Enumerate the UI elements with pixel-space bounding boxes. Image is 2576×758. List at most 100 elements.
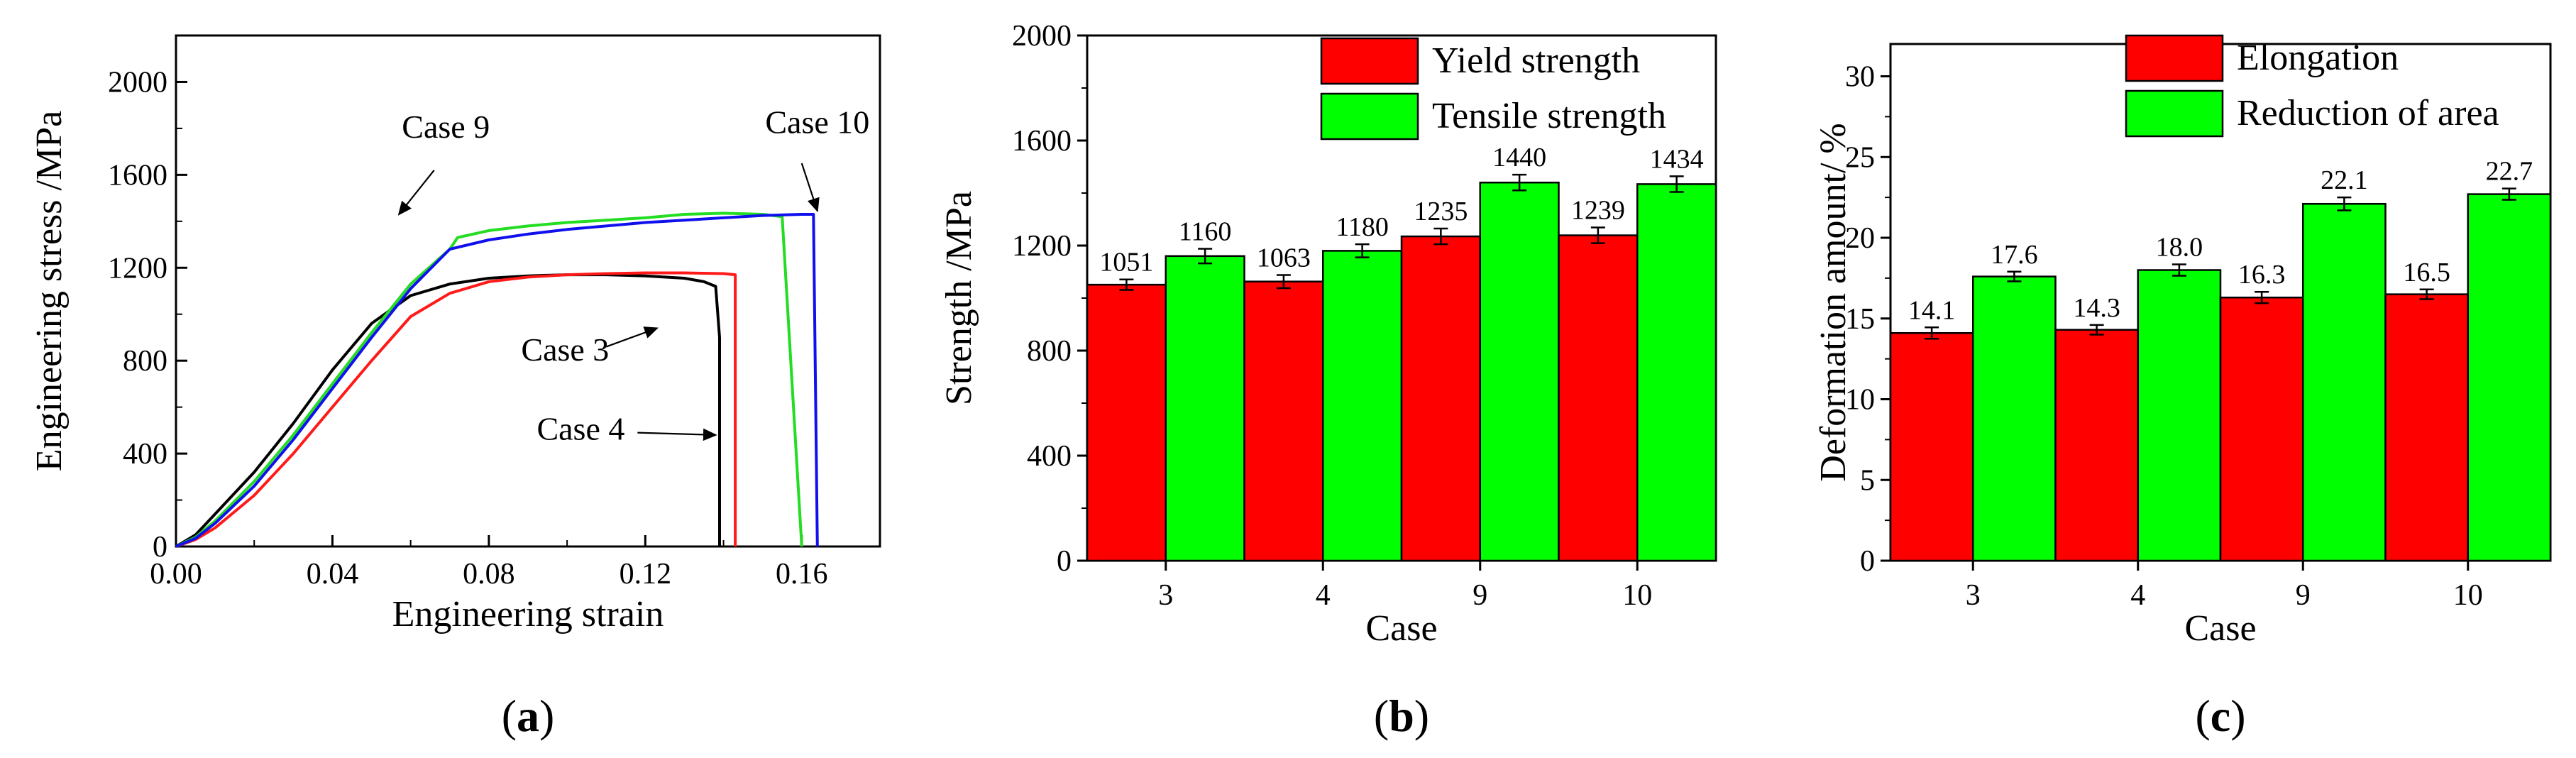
data-label: 1235 [1414,197,1468,226]
data-label: 16.5 [2403,258,2450,287]
y-tick-label: 5 [1860,464,1875,497]
data-label: 1180 [1336,212,1389,242]
series-line-case-9 [175,212,803,548]
panel-label-part: ) [2230,691,2245,741]
panel-label-part: ( [1374,691,1389,741]
panel-a-stress-strain-chart: 0 400 800 1200 1600 2000 0.00 0.04 0.08 0.12 0.16 E… [29,34,881,741]
data-label: 1051 [1099,248,1153,278]
y-tick-label: 1200 [108,252,167,285]
panel-label-part: ) [1414,691,1429,741]
y-tick-label: 1600 [1012,125,1072,158]
data-label: 1239 [1571,195,1625,225]
y-tick-label: 30 [1845,61,1875,94]
x-tick-label: 9 [1473,579,1487,612]
legend-label: Elongation [2237,38,2399,78]
annotation-arrow [605,326,659,348]
legend-swatch [2125,34,2224,82]
annotation-label: Case 4 [536,410,624,446]
y-tick-label: 2000 [108,66,167,99]
x-tick-label: 0.08 [463,558,515,591]
y-axis-label: Strength /MPa [939,191,979,405]
annotation-label: Case 9 [402,109,490,145]
bar-reduction-of-area [1972,275,2057,562]
y-tick-label: 20 [1845,222,1875,255]
y-tick-label: 400 [1027,440,1072,473]
x-tick-label: 9 [2296,579,2311,612]
bar-elongation [2384,293,2469,562]
x-tick-label: 0.00 [150,558,202,591]
y-tick-label: 25 [1845,141,1875,174]
y-axis-label: Deformation amount/ % [1813,123,1854,481]
y-tick-label: 1600 [108,159,167,192]
data-label: 22.1 [2321,165,2368,195]
data-label: 1434 [1650,144,1704,174]
annotation-arrow [397,170,435,216]
data-label: 18.0 [2156,233,2203,263]
x-tick-label: 0.12 [620,558,672,591]
bar-elongation [2054,329,2139,562]
plot-frame [175,34,881,548]
x-axis-label: Case [2184,608,2256,649]
bar-yield-strength [1400,235,1481,562]
legend-swatch [1320,37,1419,85]
data-label: 1440 [1492,143,1546,172]
y-tick-label: 400 [123,438,167,471]
x-tick-label: 10 [2453,579,2483,612]
legend-label: Tensile strength [1432,96,1666,136]
y-tick-label: 2000 [1012,20,1072,53]
panel-label-part: c [2211,691,2230,741]
panel-label-part: b [1389,691,1414,741]
data-label: 22.7 [2486,157,2533,187]
x-axis-label: Case [1365,608,1437,649]
panel-label: (c) [2195,691,2245,741]
bar-yield-strength [1086,283,1167,562]
bar-tensile-strength [1479,181,1560,562]
annotation-arrow [800,163,820,213]
data-label: 17.6 [1991,240,2038,270]
panel-label-part: ( [502,691,517,741]
data-label: 14.1 [1908,295,1956,325]
panel-label-part: ) [539,691,554,741]
panel-label: (b) [1374,691,1429,741]
panel-label: (a) [502,691,555,741]
x-tick-label: 4 [2130,579,2145,612]
panel-label-part: ( [2195,691,2210,741]
bar-reduction-of-area [2302,202,2387,562]
panel-c-deformation-bar-chart: 0 5 10 15 20 25 30 3 14.1 17.6 4 14.3 18.0 9 16.3 22.1 1… [1813,34,2552,741]
bar-yield-strength [1243,280,1324,562]
y-tick-label: 0 [153,531,167,564]
series-line-case-10 [175,213,819,548]
y-tick-label: 0 [1860,545,1875,578]
bar-tensile-strength [1636,183,1717,562]
bar-elongation [2219,296,2304,562]
x-tick-label: 10 [1622,579,1652,612]
bar-elongation [1889,331,1974,562]
data-label: 14.3 [2073,293,2120,323]
annotation-arrow [637,428,717,441]
y-axis-label: Engineering stress /MPa [29,111,70,471]
x-tick-label: 0.04 [307,558,359,591]
y-tick-label: 800 [123,345,167,378]
annotation-label: Case 10 [765,104,869,140]
x-tick-label: 3 [1158,579,1173,612]
bar-tensile-strength [1322,250,1403,562]
series-line-case-3 [175,273,721,548]
bar-reduction-of-area [2467,193,2552,562]
x-axis-label: Engineering strain [392,594,664,635]
y-tick-label: 800 [1027,335,1072,368]
x-tick-label: 3 [1966,579,1981,612]
series-line-case-4 [175,271,737,548]
y-tick-label: 1200 [1012,230,1072,263]
data-label: 16.3 [2238,260,2286,290]
bar-tensile-strength [1165,255,1245,562]
data-label: 1160 [1179,216,1232,246]
data-label: 1063 [1257,243,1311,273]
panel-b-strength-bar-chart: 0 400 800 1200 1600 2000 3 1051 1160 4 1063 1180 9 12… [939,20,1717,741]
panel-label-part: a [517,691,539,741]
bar-reduction-of-area [2137,269,2222,562]
legend-label: Yield strength [1432,40,1640,81]
y-tick-label: 10 [1845,384,1875,417]
legend-swatch [1320,92,1419,141]
x-tick-label: 4 [1316,579,1331,612]
